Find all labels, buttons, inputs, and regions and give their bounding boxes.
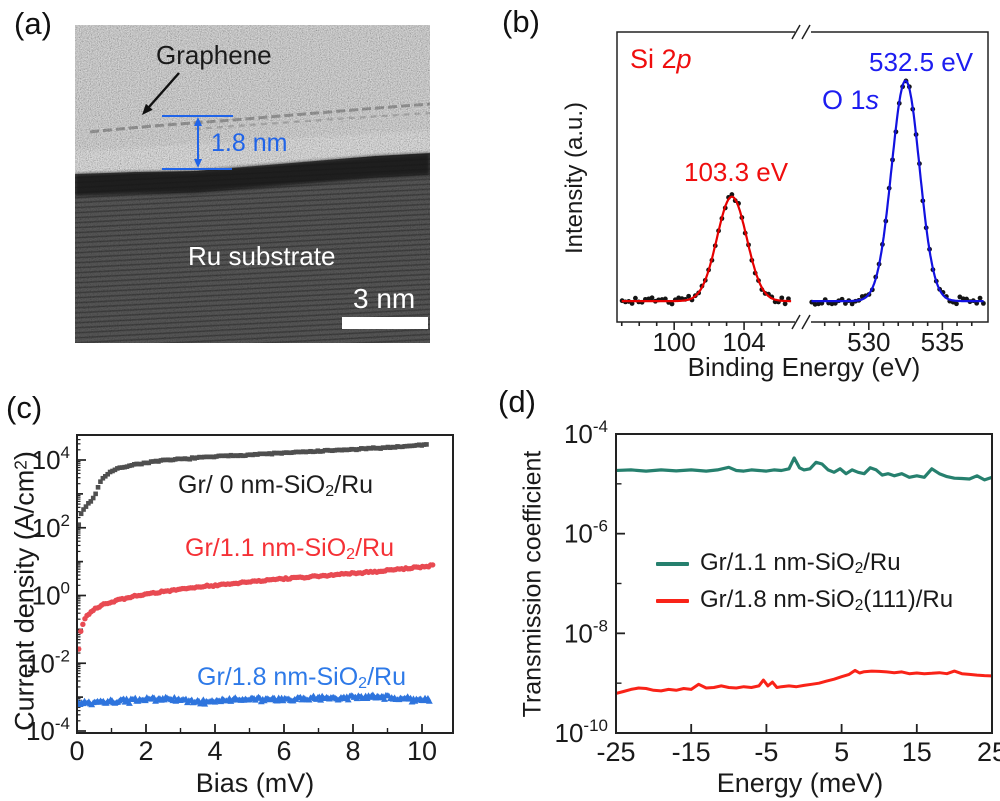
scale-bar-label: 3 nm — [353, 283, 416, 314]
panel-d-label: (d) — [498, 384, 536, 419]
panel-b-label: (b) — [502, 4, 540, 39]
scale-bar — [342, 317, 428, 329]
legend-line-teal — [656, 561, 689, 566]
legend-item-1-1nm: Gr/1.1 nm-SiO2/Ru — [656, 549, 901, 578]
b-x-axis-label: Binding Energy (eV) — [687, 352, 921, 382]
d-y-axis-label: Transmission coefficient — [518, 450, 547, 718]
svg-text:25: 25 — [977, 737, 1000, 767]
svg-text:5: 5 — [834, 737, 849, 767]
legend-line-red — [656, 598, 689, 603]
graphene-arrow — [142, 72, 180, 115]
svg-text:10-8: 10-8 — [564, 616, 608, 648]
series-label-0nm: Gr/ 0 nm-SiO2/Ru — [178, 471, 374, 501]
si-2p-label: Si 2p — [630, 44, 692, 74]
series-label-1-1nm: Gr/1.1 nm-SiO2/Ru — [185, 534, 394, 564]
legend-label: Gr/1.1 nm-SiO2/Ru — [700, 549, 901, 578]
svg-text:104: 104 — [722, 327, 765, 357]
interface-band — [75, 153, 430, 196]
svg-text:0: 0 — [69, 736, 84, 766]
svg-text:6: 6 — [276, 736, 291, 766]
tem-image — [75, 25, 430, 343]
svg-text:-5: -5 — [754, 737, 778, 767]
b-y-axis-label: Intensity (a.u.) — [561, 101, 588, 255]
d-x-axis-label: Energy (meV) — [716, 768, 884, 798]
svg-text:-15: -15 — [672, 737, 711, 767]
panel-a-label: (a) — [14, 6, 52, 41]
svg-text:100: 100 — [652, 327, 695, 357]
svg-text:2: 2 — [138, 736, 153, 766]
series-label-1-8nm: Gr/1.8 nm-SiO2/Ru — [197, 663, 406, 693]
thickness-annotation: 1.8 nm — [211, 129, 288, 157]
c-y-axis-label: Current density (A/cm2) — [9, 451, 40, 731]
svg-text:535: 535 — [921, 327, 964, 357]
substrate-annotation: Ru substrate — [188, 241, 336, 271]
svg-text:10-4: 10-4 — [564, 417, 608, 449]
svg-text:-25: -25 — [596, 737, 635, 767]
svg-text:10-6: 10-6 — [564, 517, 608, 549]
svg-text:530: 530 — [847, 327, 890, 357]
legend-item-1-8nm: Gr/1.8 nm-SiO2(111)/Ru — [656, 586, 953, 615]
svg-text:8: 8 — [345, 736, 360, 766]
graphene-layer-line-2 — [194, 111, 430, 131]
c-x-axis-label: Bias (mV) — [195, 768, 315, 798]
svg-text:4: 4 — [207, 736, 222, 766]
panel-d-plot: 10-410-610-810-10-25 -15 -5 5 15 25 — [555, 417, 1000, 767]
panel-c-label: (c) — [6, 390, 43, 425]
legend-label: Gr/1.8 nm-SiO2(111)/Ru — [700, 586, 954, 615]
svg-text:15: 15 — [902, 737, 932, 767]
graphene-annotation: Graphene — [156, 40, 272, 70]
graphene-layer-line — [89, 102, 430, 134]
svg-text:10: 10 — [407, 736, 437, 766]
si-peak-value: 103.3 eV — [684, 157, 789, 187]
thickness-measure — [162, 115, 233, 170]
panel-b-plot: 100 104 530 535 — [616, 24, 989, 357]
o-peak-value: 532.5 eV — [869, 47, 974, 77]
o-1s-label: O 1s — [822, 85, 880, 115]
